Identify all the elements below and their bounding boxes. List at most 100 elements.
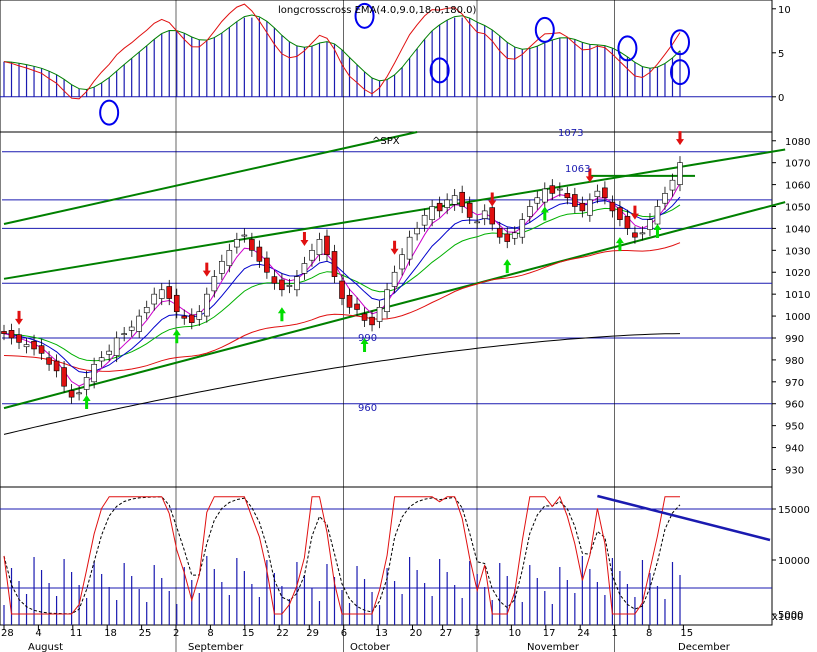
candle-up — [196, 311, 203, 320]
x-tick-label: 8 — [207, 628, 213, 639]
x-tick-label: 6 — [341, 628, 347, 639]
price-tick-label: 960 — [785, 400, 804, 411]
candle-up — [669, 179, 676, 191]
candle-up — [587, 199, 593, 216]
x-tick-label: 3 — [474, 628, 480, 639]
candle-down — [46, 357, 52, 365]
candle-up — [557, 188, 563, 191]
highlight-circle — [670, 29, 690, 56]
candle-up — [519, 219, 526, 238]
candle-up — [301, 263, 308, 274]
price-tick-label: 1010 — [785, 290, 810, 301]
price-tick-label: 990 — [785, 334, 804, 345]
candle-up — [481, 210, 488, 219]
x-tick-label: 4 — [35, 628, 41, 639]
candle-down — [331, 251, 338, 277]
buy-arrow — [172, 329, 181, 344]
price-tick-label: 980 — [785, 356, 804, 367]
candle-down — [61, 367, 67, 387]
candle-down — [16, 334, 22, 343]
highlight-circle — [429, 57, 450, 84]
candle-up — [647, 219, 653, 230]
candle-down — [466, 202, 473, 218]
candle-down — [68, 390, 75, 398]
x-tick-label: 22 — [276, 628, 289, 639]
ema-long-line — [3, 333, 681, 435]
candle-down — [271, 276, 278, 284]
candle-down — [602, 187, 608, 199]
sell-arrow — [15, 310, 24, 325]
candle-up — [451, 195, 458, 205]
candle-up — [113, 337, 120, 356]
top-tick-label: 5 — [778, 49, 784, 60]
x-tick-label: 27 — [440, 628, 453, 639]
candle-up — [234, 239, 240, 248]
price-tick-label: 950 — [785, 422, 804, 433]
candle-down — [496, 228, 503, 238]
x1000-unit-label: x1000 — [772, 612, 803, 623]
candle-down — [256, 246, 263, 262]
candle-up — [662, 193, 668, 204]
candle-up — [399, 254, 405, 270]
candle-down — [436, 202, 443, 212]
sell-arrow — [488, 192, 497, 207]
candle-up — [158, 289, 165, 299]
price-tick-label: 1080 — [785, 137, 810, 148]
candle-down — [166, 286, 173, 299]
month-label: October — [350, 642, 391, 652]
sell-arrow — [300, 231, 309, 246]
x-tick-label: 15 — [680, 628, 693, 639]
buy-arrow — [615, 237, 624, 252]
bottom-tick-label: 5000 — [778, 610, 803, 621]
x-tick-label: 10 — [508, 628, 521, 639]
price-tick-label: 1070 — [785, 159, 810, 170]
level-label: 960 — [358, 403, 377, 414]
level-label: 990 — [358, 333, 377, 344]
candle-up — [143, 307, 150, 314]
candle-up — [226, 250, 233, 266]
month-label: December — [678, 642, 731, 652]
candle-up — [91, 363, 97, 383]
candle-down — [8, 330, 15, 339]
sell-arrow — [202, 262, 211, 277]
candle-down — [549, 185, 556, 194]
top-tick-label: 0 — [778, 93, 784, 104]
candle-down — [624, 216, 631, 229]
stoch-signal-line — [3, 496, 681, 615]
candle-down — [572, 194, 578, 207]
x-tick-label: 17 — [543, 628, 556, 639]
candle-up — [677, 162, 683, 185]
candle-up — [421, 214, 428, 226]
price-tick-label: 970 — [785, 378, 804, 389]
x-tick-label: 15 — [242, 628, 255, 639]
x-tick-label: 1 — [612, 628, 618, 639]
candle-up — [83, 377, 90, 390]
candle-up — [639, 232, 646, 235]
x-tick-label: 25 — [139, 628, 152, 639]
level-label: 1063 — [565, 164, 590, 175]
candle-up — [23, 344, 30, 348]
candle-up — [534, 197, 541, 204]
candle-up — [376, 307, 383, 322]
candle-down — [564, 193, 571, 199]
candle-down — [609, 201, 616, 212]
candle-up — [241, 234, 248, 237]
sell-arrow — [390, 240, 399, 255]
buy-arrow — [360, 337, 369, 352]
candle-up — [121, 333, 127, 336]
x-tick-label: 18 — [104, 628, 117, 639]
candle-down — [346, 294, 353, 308]
candle-down — [632, 232, 638, 238]
candle-up — [106, 350, 112, 355]
buy-arrow — [82, 394, 91, 409]
month-label: September — [188, 642, 244, 652]
buy-arrow — [277, 307, 286, 322]
candle-down — [53, 360, 60, 372]
candle-down — [38, 345, 45, 354]
month-label: November — [527, 642, 580, 652]
candle-up — [594, 190, 601, 197]
divergence-line — [597, 494, 771, 542]
candle-up — [654, 206, 661, 225]
candle-down — [264, 257, 270, 273]
